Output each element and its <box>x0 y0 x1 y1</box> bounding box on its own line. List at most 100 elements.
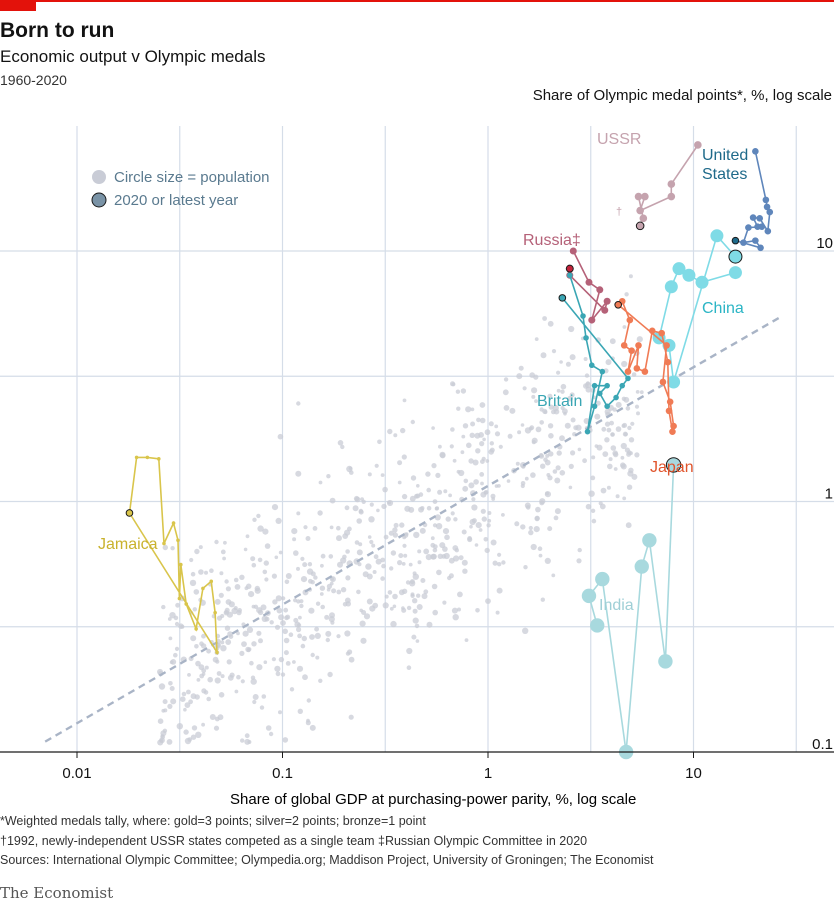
background-country-dot <box>225 586 231 592</box>
background-country-dot <box>542 408 548 414</box>
background-country-dot <box>531 387 538 394</box>
background-country-dot <box>278 710 282 715</box>
label-russia: Russia‡ <box>523 232 581 249</box>
background-country-dot <box>354 540 360 545</box>
background-country-dot <box>204 570 208 575</box>
background-country-dot <box>487 518 492 523</box>
background-country-dot <box>457 591 463 598</box>
ussr-point <box>636 206 644 215</box>
background-country-dot <box>551 349 557 354</box>
background-country-dot <box>624 292 629 297</box>
background-country-dot <box>236 631 240 636</box>
background-country-dot <box>262 528 269 535</box>
background-country-dot <box>628 274 633 279</box>
background-country-dot <box>274 665 281 672</box>
background-country-dot <box>437 553 443 559</box>
background-country-dot <box>569 354 576 361</box>
united-states-point <box>763 203 771 211</box>
background-country-dot <box>191 725 198 731</box>
background-country-dot <box>451 607 458 614</box>
background-country-dot <box>377 439 382 445</box>
background-country-dot <box>410 592 415 597</box>
trend-line-group <box>44 314 783 743</box>
background-country-dot <box>554 477 561 484</box>
background-country-dot <box>543 457 548 463</box>
background-country-dot <box>547 423 554 429</box>
background-country-dot <box>312 526 318 531</box>
jamaica-point <box>209 579 214 584</box>
background-country-dot <box>402 535 407 540</box>
trend-line <box>44 314 783 743</box>
background-country-dot <box>623 432 628 437</box>
background-country-dot <box>225 599 232 605</box>
united-states-point <box>740 239 747 246</box>
background-country-dot <box>285 614 291 620</box>
background-country-dot <box>326 583 332 590</box>
background-country-dot <box>425 471 431 477</box>
background-country-dot <box>223 540 227 545</box>
label-japan: Japan <box>650 459 694 476</box>
background-country-dot <box>448 493 452 498</box>
background-country-dot <box>227 674 234 681</box>
background-country-dot <box>540 597 545 602</box>
india-point <box>595 571 610 587</box>
background-country-dot <box>455 389 461 394</box>
label-jamaica: Jamaica <box>98 536 158 553</box>
background-country-dot <box>174 621 180 627</box>
background-country-dot <box>254 585 260 592</box>
jamaica-path <box>128 456 218 656</box>
background-country-dot <box>233 577 239 583</box>
background-country-dot <box>327 671 333 678</box>
background-country-dot <box>525 505 531 510</box>
background-country-dot <box>367 472 372 477</box>
x-tick-label: 0.01 <box>62 765 91 782</box>
india-point <box>590 618 605 633</box>
background-country-dot <box>605 359 612 366</box>
britain-point <box>599 368 606 375</box>
background-country-dot <box>295 470 302 477</box>
background-country-dot <box>389 606 394 611</box>
background-country-dot <box>547 526 553 532</box>
background-country-dot <box>615 494 620 499</box>
background-country-dot <box>406 647 413 655</box>
background-country-dot <box>479 402 486 408</box>
background-country-dot <box>168 636 173 641</box>
background-country-dot <box>245 646 251 653</box>
background-country-dot <box>570 450 576 456</box>
background-country-dot <box>170 698 177 705</box>
background-country-dot <box>585 382 592 389</box>
background-country-dot <box>278 656 285 663</box>
japan-point <box>626 316 634 324</box>
background-country-dot <box>560 389 565 394</box>
background-country-dot <box>450 427 455 432</box>
background-country-dot <box>318 678 323 683</box>
background-country-dot <box>438 444 442 449</box>
background-country-dot <box>613 451 619 458</box>
highlighted-series <box>125 141 774 760</box>
background-country-dot <box>530 472 536 478</box>
background-country-dot <box>162 728 168 733</box>
background-country-dot <box>248 591 255 598</box>
background-country-dot <box>344 597 351 604</box>
background-country-dot <box>361 610 367 615</box>
background-country-dot <box>406 605 412 611</box>
background-country-dot <box>297 633 302 639</box>
background-country-dot <box>387 500 392 505</box>
background-country-dot <box>296 626 302 633</box>
background-country-dot <box>606 427 612 433</box>
ussr-point <box>667 192 676 201</box>
background-country-dot <box>615 401 622 408</box>
united-states-point <box>745 224 752 231</box>
background-country-dot <box>540 463 546 469</box>
background-country-dot <box>259 705 265 710</box>
gridlines <box>0 126 834 752</box>
background-country-dot <box>451 382 456 387</box>
background-country-dot <box>490 493 496 499</box>
background-country-dot <box>449 444 454 449</box>
background-country-dot <box>387 428 393 435</box>
background-country-dot <box>169 686 175 691</box>
background-country-dot <box>401 454 407 460</box>
background-country-dot <box>372 602 379 609</box>
background-country-dot <box>320 553 326 559</box>
background-country-dot <box>594 444 599 448</box>
